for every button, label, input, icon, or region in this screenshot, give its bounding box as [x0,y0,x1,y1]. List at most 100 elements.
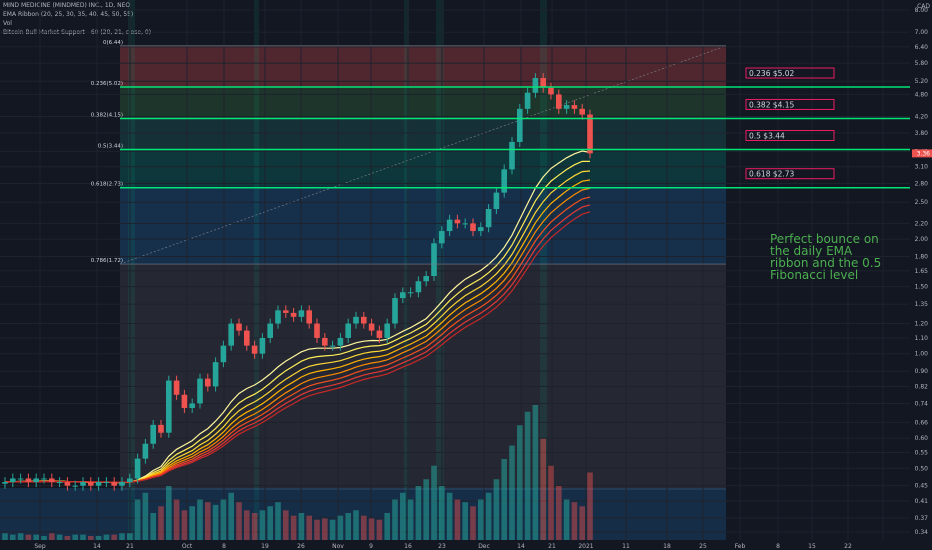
candle-body [166,380,172,433]
volume-bar [493,479,500,540]
y-tick-label: 4.20 [915,114,929,121]
y-tick-label: 1.65 [915,268,929,275]
candle-body [548,87,554,95]
y-tick-label: 0.66 [915,419,929,426]
ema-ribbon-line [4,211,591,483]
fib-zone [120,87,726,119]
candle-body [228,323,234,346]
volume-bar [470,506,476,540]
candle-body [361,316,367,324]
volume-bar [384,513,390,540]
candle-body [181,394,188,408]
volume-bar [10,534,16,540]
x-tick-label: 25 [699,543,707,550]
fib-box [745,129,835,141]
x-tick-label: Sep [34,543,46,550]
session-band [128,0,135,540]
y-tick-label: 0.60 [915,435,929,442]
candle-body [485,208,492,228]
volume-bar [298,513,305,540]
x-tick-label: Nov [332,543,344,550]
volume-bar [189,506,195,540]
candle-body [314,323,320,338]
y-tick-label: 8.00 [915,7,929,14]
candle-body [322,337,328,346]
y-tick-label: 1.00 [915,351,929,358]
candle-body [501,169,507,193]
volume-bar [49,533,55,540]
y-tick-label: 0.45 [915,483,929,490]
y-tick-label: 3.80 [915,130,929,137]
volume-bar [532,405,539,540]
volume-bar [267,506,273,540]
y-tick-label: 0.50 [915,465,929,472]
fib-trend-line [119,45,727,265]
legend-vol[interactable]: Vol [3,20,12,27]
session-band [254,0,259,540]
x-tick-label: Oct [182,543,193,550]
volume-bar [454,499,461,540]
candle-body [197,378,203,404]
candle-body [244,330,250,346]
x-tick-label: 19 [261,543,269,550]
volume-bar [431,465,437,540]
candle-body [95,482,102,486]
legend-ema-ribbon[interactable]: EMA Ribbon (20, 25, 30, 35, 40, 45, 50, … [3,11,134,18]
fib-zone [120,264,726,490]
candle-body [462,223,468,225]
volume-bar [415,486,422,540]
candle-body [571,105,578,109]
volume-bar [485,492,492,540]
candle-body [142,443,149,459]
volume-bar [72,534,78,540]
candle-body [88,482,94,486]
candle-body [400,292,406,299]
volume-bar [80,534,86,540]
candle-body [439,231,445,244]
volume-bar [517,425,523,540]
volume-bar [251,513,258,540]
candle-body [306,310,312,324]
volume-bar [111,534,117,540]
volume-bar [446,492,453,540]
fib-level-label: 0(6.44) [103,40,123,46]
volume-bar [361,515,367,540]
x-tick-label: 23 [438,543,446,550]
candle-body [290,312,297,317]
volume-bar [134,499,141,540]
volume-bar [376,519,383,540]
candle-body [407,292,414,294]
candle-body [345,323,351,338]
candle-body [158,424,164,433]
candle-body [10,478,16,483]
volume-bar [119,533,125,540]
y-tick-label: 1.20 [915,321,929,328]
y-tick-label: 0.34 [915,529,929,536]
candle-body [17,478,24,480]
volume-bar [306,515,312,540]
volume-bar [205,502,211,540]
candle-body [454,219,461,224]
y-tick-label: 0.55 [915,450,929,457]
candle-body [134,458,141,479]
y-tick-label: 2.50 [915,199,929,206]
candle-body [563,105,570,109]
y-tick-label: 0.90 [915,368,929,375]
y-tick-label: 0.37 [915,515,929,522]
x-tick-label: 14 [93,543,101,550]
volume-bar [88,535,94,540]
y-tick-label: 1.50 [915,284,929,291]
volume-bar [142,492,149,540]
volume-bar [158,506,164,540]
candle-body [220,345,227,363]
volume-bar [345,513,351,540]
candle-body [478,227,484,232]
volume-bar [423,479,429,540]
candle-body [509,141,515,170]
y-tick-label: 1.10 [915,335,929,342]
candle-body [2,482,8,484]
volume-bar [283,510,289,540]
volume-bar [127,533,133,540]
fib-box-label: 0.236 $5.02 [749,69,795,78]
